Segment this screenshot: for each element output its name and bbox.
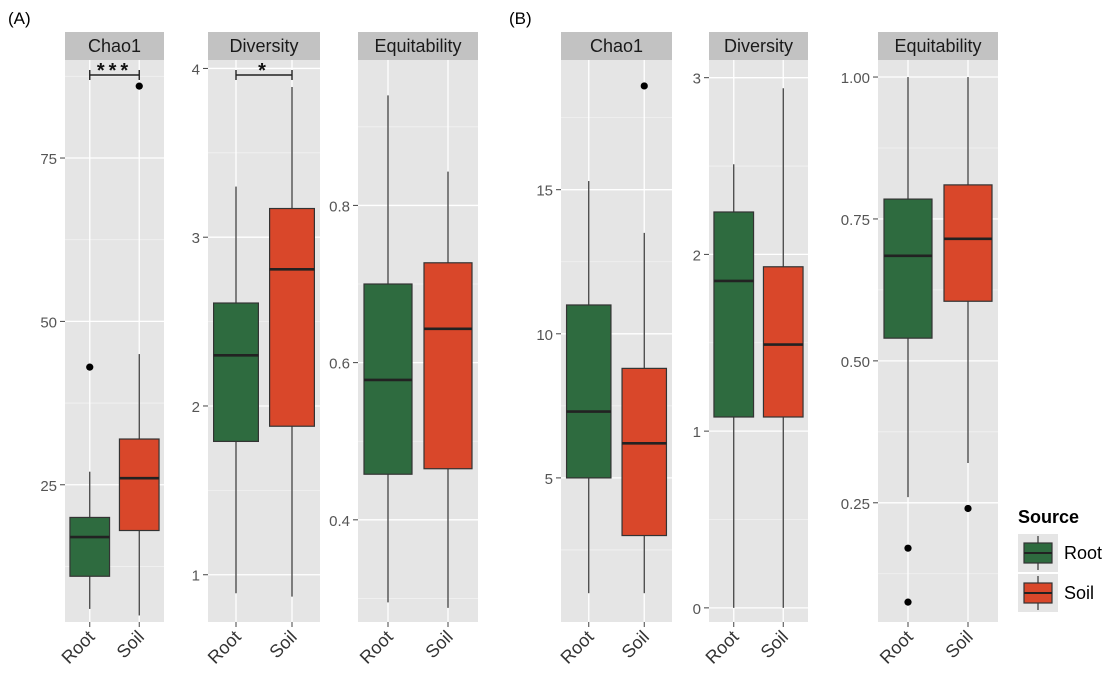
box-body (424, 263, 472, 469)
x-tick-label: Root (204, 627, 245, 668)
x-tick-label: Root (58, 627, 99, 668)
outlier-point (904, 545, 911, 552)
y-tick-label: 0 (693, 601, 701, 618)
x-tick-label: Root (876, 627, 917, 668)
box-body (884, 199, 932, 338)
figure-label-a: (A) (8, 9, 31, 28)
y-tick-label: 4 (192, 61, 200, 78)
legend-label: Root (1064, 543, 1102, 563)
y-tick-label: 3 (693, 71, 701, 88)
box-body (622, 368, 666, 535)
strip-title: Chao1 (590, 36, 643, 56)
y-tick-label: 0.75 (841, 212, 870, 229)
box-body (214, 303, 259, 441)
x-tick-label: Soil (113, 627, 148, 662)
y-tick-label: 50 (40, 314, 57, 331)
box-body (119, 439, 159, 530)
y-tick-label: 0.6 (329, 356, 350, 373)
legend-entry-soil: Soil (1018, 574, 1094, 612)
strip-title: Chao1 (88, 36, 141, 56)
panel-background (878, 60, 998, 622)
legend-label: Soil (1064, 583, 1094, 603)
legend-entry-root: Root (1018, 534, 1102, 572)
strip-title: Diversity (724, 36, 793, 56)
y-tick-label: 0.25 (841, 496, 870, 513)
strip-title: Equitability (374, 36, 461, 56)
significance-label: * (258, 60, 270, 82)
x-tick-label: Soil (757, 627, 792, 662)
panel-chao1-a: Chao1 25 50 75 Root Soil *** (40, 32, 164, 668)
y-tick-label: 0.8 (329, 198, 350, 215)
y-tick-label: 1.00 (841, 70, 870, 87)
panel-chao1-b: Chao1 5 10 15 Root Soil (536, 32, 672, 668)
y-tick-label: 1 (192, 568, 200, 585)
x-tick-label: Soil (941, 627, 976, 662)
panel-diversity-b: Diversity 0 1 2 3 Root Soil (693, 32, 808, 668)
y-tick-label: 10 (536, 327, 553, 344)
outlier-point (136, 83, 143, 90)
y-tick-label: 15 (536, 183, 553, 200)
box-body (714, 212, 754, 417)
y-tick-label: 3 (192, 230, 200, 247)
y-tick-label: 2 (192, 399, 200, 416)
x-tick-label: Soil (265, 627, 300, 662)
strip-title: Diversity (229, 36, 298, 56)
outlier-point (641, 82, 648, 89)
x-tick-label: Root (356, 627, 397, 668)
y-tick-label: 0.50 (841, 354, 870, 371)
outlier-point (964, 505, 971, 512)
x-tick-label: Soil (618, 627, 653, 662)
y-tick-label: 5 (545, 471, 553, 488)
legend-title: Source (1018, 507, 1079, 527)
strip-title: Equitability (894, 36, 981, 56)
panel-diversity-a: Diversity 1 2 3 4 Root Soil * (192, 32, 320, 668)
y-tick-label: 0.4 (329, 513, 350, 530)
x-tick-label: Root (702, 627, 743, 668)
x-tick-label: Soil (421, 627, 456, 662)
significance-label: *** (97, 60, 132, 82)
legend: Source Root Soil (1018, 507, 1102, 612)
panel-equitability-b: Equitability 0.25 0.50 0.75 1.00 Root Soil (841, 32, 998, 668)
box-body (763, 267, 803, 417)
panel-equitability-a: Equitability 0.4 0.6 0.8 Root Soil (329, 32, 478, 668)
outlier-point (904, 599, 911, 606)
box-body (944, 185, 992, 301)
outlier-point (86, 364, 93, 371)
y-tick-label: 2 (693, 247, 701, 264)
figure-label-b: (B) (509, 9, 532, 28)
box-body (270, 209, 315, 427)
x-tick-label: Root (557, 627, 598, 668)
y-tick-label: 25 (40, 478, 57, 495)
box-body (567, 305, 611, 478)
y-tick-label: 75 (40, 151, 57, 168)
y-tick-label: 1 (693, 424, 701, 441)
box-body (70, 517, 110, 576)
